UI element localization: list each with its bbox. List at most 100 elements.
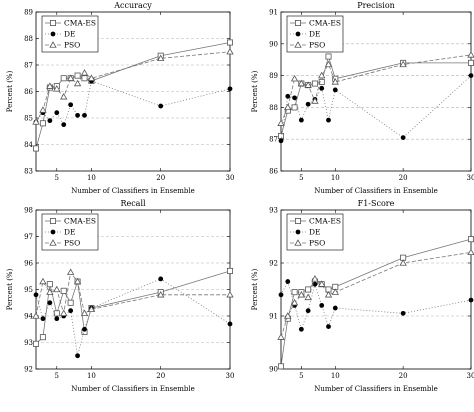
- data-point-cma-0: [33, 145, 40, 152]
- legend-marker-de: [295, 31, 301, 37]
- data-point-de-2: [47, 300, 53, 306]
- legend-marker-cma: [50, 19, 57, 26]
- x-tick-label-2: 20: [156, 174, 165, 182]
- series-pso: [32, 47, 234, 125]
- data-point-pso-10: [226, 47, 234, 55]
- legend: CMA-ES DE PSO: [286, 213, 344, 251]
- data-point-cma-0: [277, 133, 284, 140]
- data-point-pso-0: [32, 118, 40, 125]
- x-tick-label-0: 5: [55, 372, 59, 380]
- data-point-de-7: [82, 326, 87, 332]
- series-de: [33, 276, 233, 359]
- data-point-de-1: [285, 93, 291, 99]
- y-tick-label-6: 98: [24, 207, 33, 215]
- y-axis-label: Percent (%): [6, 70, 14, 112]
- data-point-de-2: [47, 118, 53, 124]
- data-point-pso-9: [399, 60, 407, 68]
- legend-marker-cma: [294, 19, 301, 26]
- series-de: [278, 279, 474, 332]
- x-axis-label: Number of Classifiers in Ensemble: [71, 385, 195, 393]
- chart-panel-0: 83 84 85 86 87 88 89 5 10 20 30 Accuracy Number of C…: [6, 1, 234, 195]
- data-point-de-1: [40, 316, 46, 322]
- data-point-pso-2: [290, 74, 299, 82]
- y-tick-label-4: 90: [269, 40, 278, 48]
- data-point-de-6: [75, 112, 80, 118]
- legend-label-de: DE: [309, 228, 321, 237]
- series-line-pso: [35, 51, 231, 123]
- legend: CMA-ES DE PSO: [41, 15, 99, 53]
- legend-label-pso: PSO: [64, 239, 80, 248]
- legend: CMA-ES DE PSO: [41, 213, 99, 251]
- chart-title: Precision: [357, 1, 395, 10]
- data-point-pso-8: [87, 74, 96, 81]
- data-point-de-1: [285, 279, 291, 284]
- data-point-de-0: [278, 138, 284, 144]
- data-point-de-4: [305, 101, 311, 107]
- y-axis-label: Percent (%): [6, 268, 14, 310]
- data-point-pso-4: [304, 293, 312, 301]
- legend-marker-cma: [294, 217, 301, 224]
- legend-label-cma: CMA-ES: [309, 217, 341, 226]
- legend-label-cma: CMA-ES: [309, 19, 341, 28]
- y-tick-label-2: 85: [24, 115, 33, 123]
- data-point-de-10: [227, 321, 233, 327]
- legend-label-de: DE: [309, 30, 321, 39]
- data-point-cma-10: [467, 59, 474, 66]
- legend-label-cma: CMA-ES: [64, 217, 96, 226]
- data-point-pso-3: [297, 290, 306, 298]
- data-point-cma-4: [60, 287, 67, 294]
- data-point-pso-0: [277, 333, 285, 340]
- series-line-pso: [280, 252, 472, 338]
- y-tick-label-3: 95: [24, 286, 33, 294]
- data-point-cma-2: [291, 104, 298, 111]
- data-point-cma-0: [277, 363, 284, 370]
- chart-title: Accuracy: [113, 1, 152, 10]
- x-axis-label: Number of Classifiers in Ensemble: [314, 187, 438, 195]
- data-point-cma-0: [33, 340, 40, 347]
- legend-marker-pso: [294, 239, 302, 246]
- series-cma: [277, 53, 474, 140]
- series-de: [278, 73, 474, 144]
- x-axis-label: Number of Classifiers in Ensemble: [71, 187, 195, 195]
- data-point-pso-1: [284, 312, 292, 319]
- series-line-cma: [280, 238, 472, 367]
- data-point-de-3: [298, 326, 304, 332]
- y-tick-label-5: 88: [24, 35, 33, 43]
- data-point-pso-0: [32, 312, 40, 319]
- y-tick-label-2: 94: [24, 313, 33, 321]
- data-point-pso-10: [467, 51, 474, 58]
- data-point-cma-1: [39, 334, 46, 341]
- data-point-pso-8: [87, 305, 96, 313]
- legend-label-pso: PSO: [309, 239, 325, 248]
- x-tick-label-1: 10: [331, 372, 340, 380]
- data-point-pso-7: [80, 309, 89, 317]
- data-point-pso-5: [311, 97, 319, 104]
- data-point-de-5: [312, 281, 318, 287]
- x-tick-label-0: 5: [299, 372, 303, 380]
- y-tick-label-0: 86: [269, 168, 278, 176]
- legend: CMA-ES DE PSO: [286, 15, 344, 53]
- y-axis-label: Percent (%): [251, 70, 259, 112]
- y-tick-label-0: 90: [269, 366, 278, 374]
- data-point-pso-7: [80, 69, 89, 76]
- legend-marker-de: [295, 229, 301, 235]
- y-tick-label-3: 89: [269, 72, 278, 80]
- series-cma: [33, 267, 233, 347]
- data-point-pso-5: [66, 74, 75, 81]
- y-tick-label-1: 91: [269, 313, 278, 321]
- legend-marker-cma: [50, 217, 57, 224]
- data-point-cma-7: [325, 53, 332, 60]
- plot-frame: [280, 209, 472, 370]
- data-point-de-3: [298, 117, 304, 123]
- data-point-pso-1: [39, 106, 47, 113]
- data-point-de-7: [326, 117, 331, 123]
- x-tick-label-1: 10: [87, 174, 96, 182]
- data-point-de-6: [75, 353, 80, 359]
- legend-label-cma: CMA-ES: [64, 19, 96, 28]
- data-point-cma-10: [226, 267, 233, 274]
- y-axis-label: Percent (%): [251, 268, 259, 310]
- y-tick-label-5: 91: [269, 9, 278, 17]
- legend-label-pso: PSO: [309, 41, 325, 50]
- x-tick-label-1: 10: [87, 372, 96, 380]
- data-point-de-9: [158, 103, 164, 109]
